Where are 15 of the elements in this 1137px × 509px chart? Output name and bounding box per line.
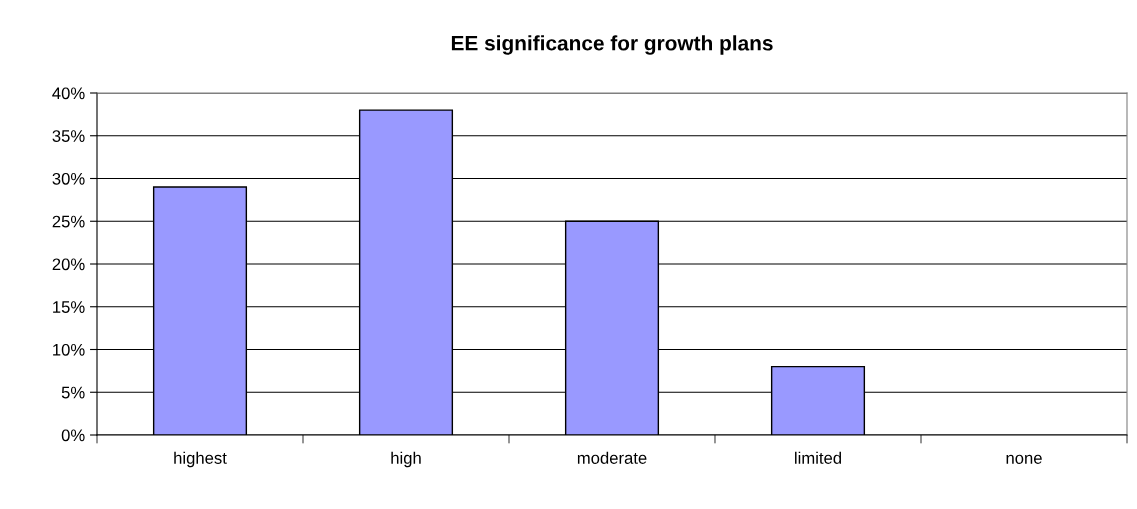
y-tick-label: 10% <box>53 343 85 356</box>
x-tick-label: limited <box>795 451 842 464</box>
y-tick-label: 40% <box>52 87 85 100</box>
x-tick-label: high <box>391 451 421 468</box>
y-tick-label: 30% <box>52 172 85 185</box>
y-tick-label: 25% <box>52 215 85 228</box>
x-tick-label: highest <box>174 451 227 468</box>
y-tick-label: 0% <box>61 429 85 442</box>
y-tick-label: 20% <box>52 258 85 271</box>
y-tick-label: 5% <box>61 386 85 399</box>
y-tick-label: 35% <box>52 130 85 142</box>
x-tick-label: none <box>1006 454 1042 464</box>
y-tick-label: 15% <box>53 301 85 313</box>
x-tick-label: moderate <box>577 451 647 464</box>
chart-title: EE significance for growth plans <box>451 35 773 55</box>
